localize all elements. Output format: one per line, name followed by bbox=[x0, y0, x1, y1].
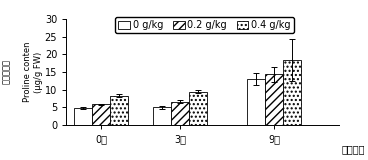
Bar bbox=[74, 108, 92, 125]
Bar bbox=[110, 96, 128, 125]
Bar bbox=[265, 74, 283, 125]
Bar bbox=[171, 102, 189, 125]
Legend: 0 g/kg, 0.2 g/kg, 0.4 g/kg: 0 g/kg, 0.2 g/kg, 0.4 g/kg bbox=[115, 17, 294, 33]
Bar bbox=[153, 107, 171, 125]
Bar bbox=[247, 79, 265, 125]
Bar bbox=[92, 104, 110, 125]
Bar bbox=[283, 60, 301, 125]
Bar bbox=[189, 92, 207, 125]
Text: 脂氨酸含量: 脂氨酸含量 bbox=[2, 60, 11, 84]
Y-axis label: Proline conten
(μg/g FW): Proline conten (μg/g FW) bbox=[22, 42, 43, 102]
Text: 胁迫时间: 胁迫时间 bbox=[342, 144, 365, 154]
